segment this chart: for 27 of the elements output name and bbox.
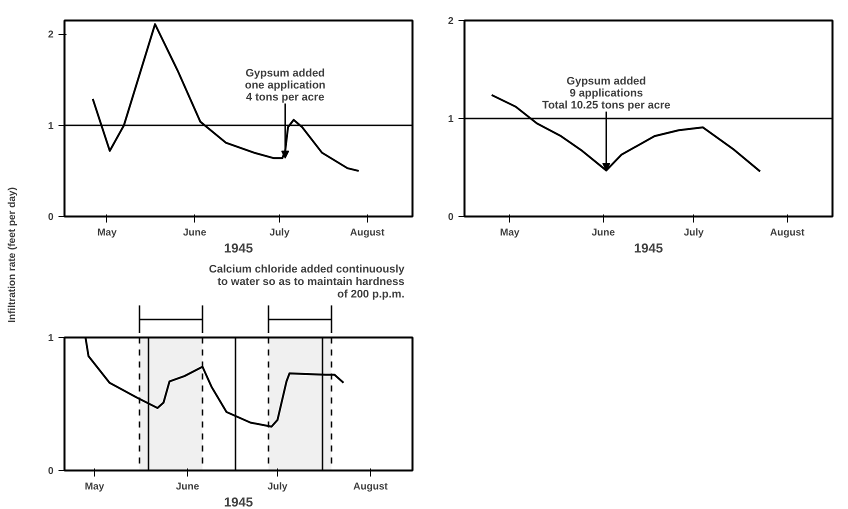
x-axis-title: 1945 <box>634 240 663 256</box>
y-tick-label: 2 <box>448 16 454 27</box>
x-tick-label: August <box>353 482 388 492</box>
x-tick-label: May <box>500 228 520 238</box>
y-tick-label: 1 <box>48 333 54 344</box>
x-tick-label: August <box>770 228 806 238</box>
annotation: Gypsum added 9 applications Total 10.25 tons per acre <box>542 76 670 112</box>
text: Calcium chloride added continuously to water so as to maintain hardness of 200 p.p.m. <box>208 264 406 301</box>
x-tick-label: August <box>350 228 386 238</box>
x-axis-title: 1945 <box>224 494 253 509</box>
x-tick-label: June <box>176 482 200 492</box>
x-tick-label: July <box>270 228 290 238</box>
x-tick-label: May <box>97 228 118 238</box>
x-tick-label: July <box>684 228 704 238</box>
x-tick-label: June <box>592 228 616 238</box>
y-tick-label: 0 <box>48 466 54 477</box>
x-tick-label: May <box>84 482 105 492</box>
y-tick-label: 1 <box>48 120 54 132</box>
x-tick-label: July <box>267 482 288 492</box>
annotation: Gypsum added one application 4 tons per acre <box>244 67 326 104</box>
y-tick-label: 2 <box>48 30 54 41</box>
y-tick-label: 1 <box>448 114 454 125</box>
x-axis-title: 1945 <box>224 240 253 256</box>
y-tick-label: 0 <box>448 212 454 223</box>
y-axis-title: Infiltration rate (feet per day) <box>7 187 18 323</box>
y-tick-label: 0 <box>48 212 54 223</box>
x-tick-label: June <box>182 228 207 238</box>
